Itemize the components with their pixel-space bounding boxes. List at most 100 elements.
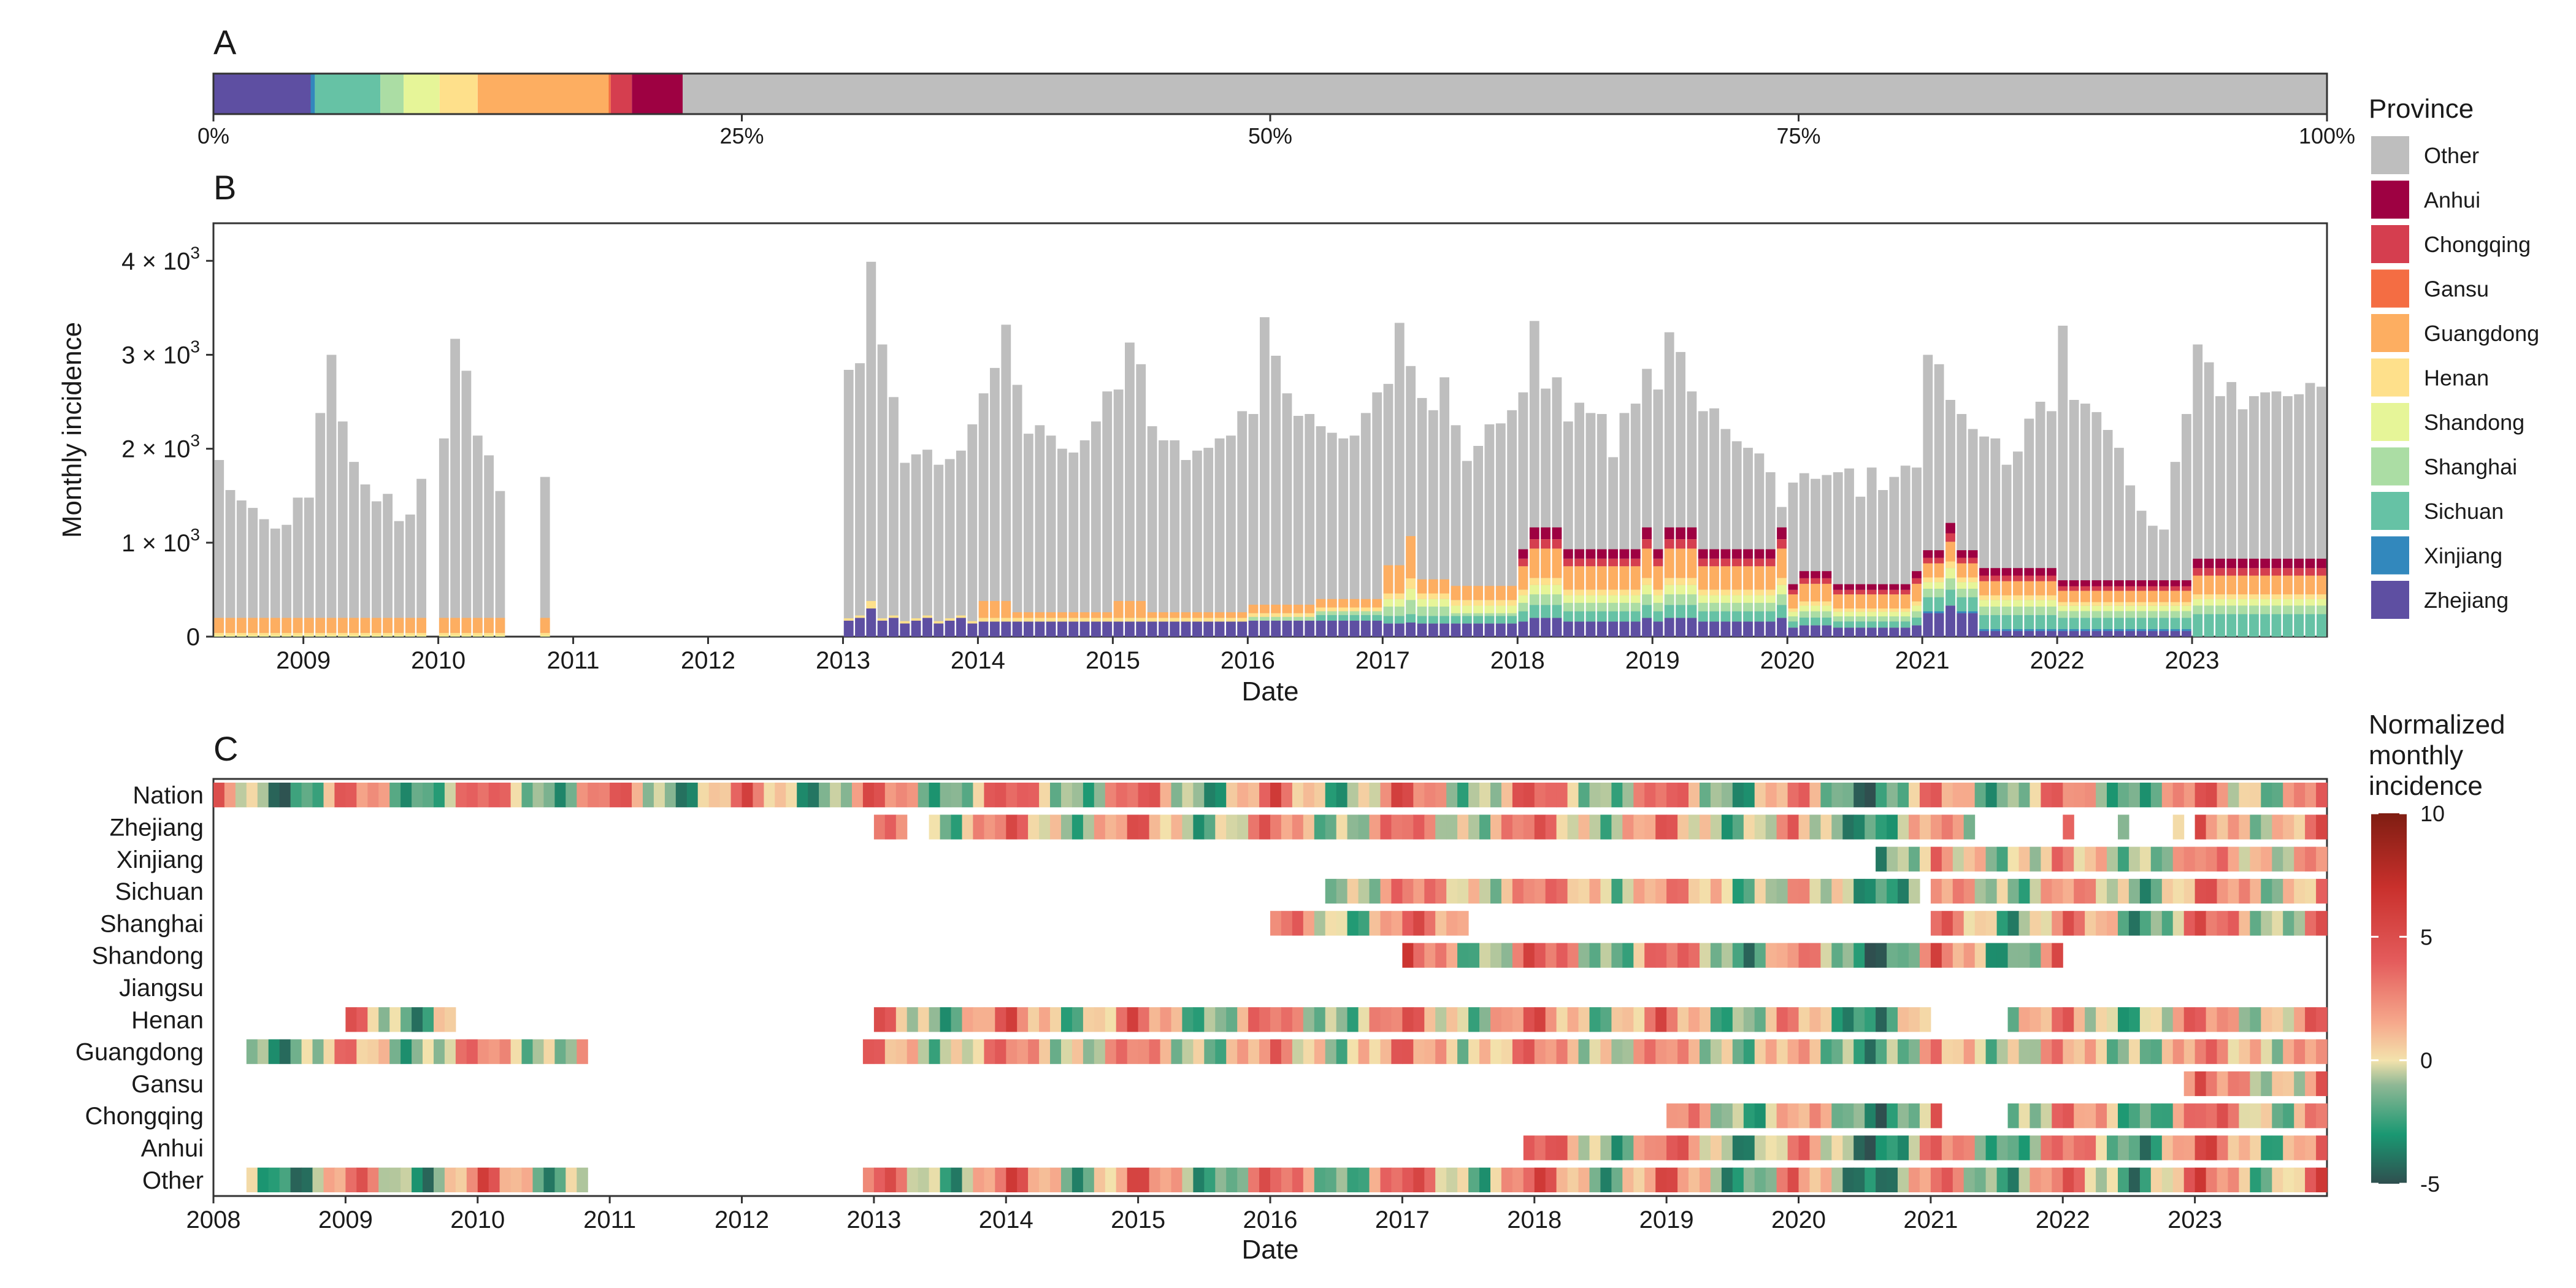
panel-c-cell: [2030, 846, 2041, 872]
panel-c-cell: [1721, 783, 1733, 808]
panel-b-bar-shanghai: [1754, 602, 1765, 611]
panel-b-bar-zhejiang: [1799, 625, 1809, 637]
panel-a-tick-label: 100%: [2299, 123, 2355, 148]
panel-c-cell: [1700, 1135, 1711, 1160]
panel-b-bar-anhui: [1777, 527, 1787, 539]
panel-c-cell: [1677, 1007, 1689, 1032]
panel-b-bar-guangdong: [450, 618, 460, 633]
panel-c-cell: [1292, 1167, 1304, 1192]
panel-c-cell: [907, 1039, 919, 1064]
panel-b-bar-other: [540, 477, 550, 637]
panel-b-bar-sichuan: [1676, 605, 1685, 618]
panel-c-cell: [1523, 1135, 1535, 1160]
panel-c-cell: [2172, 783, 2185, 808]
panel-c-cell: [1149, 1167, 1161, 1192]
panel-b-bar-other: [1159, 440, 1168, 637]
panel-b-bar-zhejiang: [2001, 631, 2012, 637]
panel-b-bar-chongqing: [2271, 568, 2282, 576]
panel-c-cell: [1909, 878, 1920, 904]
panel-c-cell: [1732, 1103, 1744, 1129]
panel-c-cell: [1259, 1039, 1271, 1064]
panel-b-bar-sichuan: [1451, 616, 1461, 624]
gradient-legend-tick-label: -5: [2420, 1171, 2440, 1197]
panel-b-bar-shandong: [1754, 595, 1765, 603]
panel-c-cell: [1798, 1039, 1810, 1064]
panel-c-cell: [1798, 1103, 1810, 1129]
panel-c-cell: [301, 1167, 313, 1192]
panel-c-cell: [2206, 815, 2218, 840]
panel-c-cell: [2052, 1135, 2063, 1160]
panel-c-cell: [1127, 783, 1139, 808]
panel-b-bar-sichuan: [1406, 614, 1416, 623]
panel-b-bar-chongqing: [1968, 558, 1978, 564]
panel-b-bar-zhejiang: [1731, 621, 1742, 637]
panel-c-cell: [1732, 783, 1744, 808]
panel-c-cell: [1600, 815, 1612, 840]
panel-c-cell: [1281, 783, 1293, 808]
panel-c-cell: [1545, 1007, 1557, 1032]
panel-c-cell: [1985, 943, 1998, 968]
panel-b-bar-guangdong: [1709, 566, 1719, 590]
panel-b-bar-xinjiang: [2170, 629, 2180, 631]
panel-b-bar-shanghai: [1495, 613, 1506, 616]
panel-c-cell: [444, 1167, 456, 1192]
panel-b-bar-henan: [1563, 589, 1573, 596]
panel-b-bar-other: [1079, 440, 1090, 637]
panel-c-cell: [1336, 878, 1348, 904]
panel-b-bar-anhui: [2136, 580, 2147, 586]
panel-c-cell: [1358, 1039, 1370, 1064]
province-legend-title: Province: [2369, 94, 2474, 124]
panel-c-x-tick-label: 2021: [1903, 1206, 1958, 1233]
panel-b-bar-shanghai: [1979, 607, 1989, 615]
panel-b-bar-anhui: [1811, 571, 1820, 578]
panel-c-cell: [323, 783, 335, 808]
panel-c-cell: [884, 1167, 897, 1192]
panel-b-bar-2021-07: [1990, 438, 2001, 637]
panel-c-cell: [873, 783, 886, 808]
panel-c-cell: [1149, 1007, 1161, 1032]
panel-c-cell: [2250, 1039, 2261, 1064]
panel-c-cell: [1578, 1135, 1590, 1160]
panel-b-bar-2019-10: [1754, 453, 1765, 637]
panel-b-bar-guangdong: [1507, 586, 1517, 600]
panel-b-bar-zhejiang: [1642, 618, 1652, 637]
panel-c-cell: [1149, 815, 1161, 840]
panel-c-x-tick-label: 2019: [1639, 1206, 1694, 1233]
panel-c-cell: [2052, 1039, 2063, 1064]
panel-b-bar-guangdong: [1181, 612, 1191, 618]
panel-b-bar-guangdong: [1889, 594, 1899, 609]
legend-label-gansu: Gansu: [2424, 277, 2489, 302]
panel-b-bar-guangdong: [282, 618, 292, 633]
panel-c-cell: [907, 783, 919, 808]
panel-c-cell: [2316, 1135, 2328, 1160]
panel-b-y-tick-exponent: 3: [190, 525, 200, 544]
panel-b-x-axis-title: Date: [1242, 677, 1299, 707]
panel-c-cell: [1589, 1039, 1601, 1064]
panel-b-bar-guangdong: [2305, 575, 2315, 594]
panel-c-cell: [1325, 911, 1337, 936]
panel-c-cell: [477, 1167, 489, 1192]
panel-c-cell: [1523, 815, 1535, 840]
panel-b-bar-henan: [1541, 578, 1551, 585]
panel-b-bar-guangdong: [1001, 600, 1011, 618]
panel-c-cell: [1909, 943, 1920, 968]
panel-b-bar-chongqing: [1743, 558, 1753, 567]
panel-c-cell: [466, 1039, 478, 1064]
panel-b-bar-2015-09: [1203, 448, 1214, 637]
panel-c-x-axis: 2008 2009 2010 2011 2012 2013 2014 2015 2016 2017…: [186, 1196, 2222, 1233]
panel-c-cell: [929, 1039, 941, 1064]
panel-b-bar-anhui: [1676, 527, 1685, 539]
panel-b-bar-2015-12: [1237, 411, 1248, 637]
panel-b-bar-shandong: [2103, 605, 2113, 611]
panel-a-segment-other: [683, 74, 2327, 114]
panel-b-bar-2020-12: [1912, 467, 1922, 637]
panel-b-bar-guangdong: [2136, 591, 2147, 602]
panel-b-bar-guangdong: [1226, 612, 1236, 618]
panel-b-bar-2017-10: [1484, 424, 1495, 637]
panel-c-cell: [1380, 878, 1392, 904]
panel-b-bar-sichuan: [1698, 611, 1708, 622]
panel-b-bar-sichuan: [2013, 615, 2023, 629]
panel-b-bar-shandong: [1597, 595, 1607, 603]
panel-b-bar-zhejiang: [2182, 631, 2191, 637]
panel-c-cell: [940, 783, 952, 808]
